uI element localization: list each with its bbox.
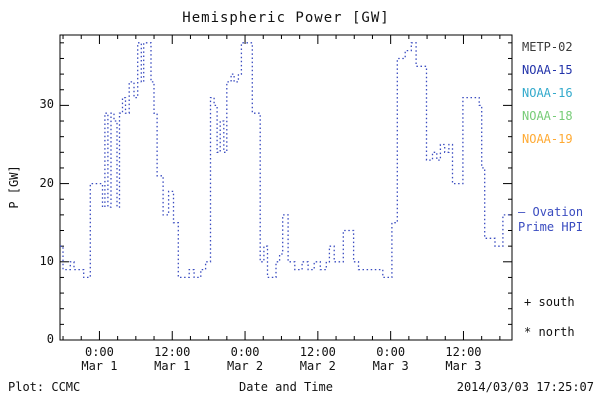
x-tick-label: 12:00 Mar 1	[144, 345, 200, 373]
x-tick-date: Mar 3	[445, 359, 482, 373]
hemisphere-markers: + south * north	[524, 295, 575, 355]
x-tick-time: 0:00	[230, 345, 260, 359]
x-tick-time: 0:00	[376, 345, 406, 359]
x-tick-label: 0:00 Mar 1	[71, 345, 127, 373]
plot-frame	[59, 34, 513, 341]
legend-item-metp-02: METP-02	[522, 40, 573, 54]
plot-credit: Plot: CCMC	[8, 380, 81, 394]
x-tick-date: Mar 3	[372, 359, 409, 373]
south-marker-label: south	[538, 295, 575, 309]
north-marker-row: * north	[524, 325, 575, 339]
ovation-label-line2: Prime HPI	[518, 220, 584, 234]
line-sample-dash: —	[518, 205, 526, 219]
x-tick-date: Mar 2	[226, 359, 264, 373]
x-tick-label: 12:00 Mar 2	[290, 345, 346, 373]
plot-timestamp: 2014/03/03 17:25:07	[456, 380, 594, 394]
ovation-prime-label: — Ovation Prime HPI	[518, 205, 583, 235]
legend-item-noaa-15: NOAA-15	[522, 63, 573, 77]
x-axis-label: Date and Time	[239, 380, 333, 394]
south-marker-glyph: +	[524, 295, 532, 309]
y-tick-label: 30	[39, 97, 54, 112]
satellite-legend: METP-02 NOAA-15 NOAA-16 NOAA-18 NOAA-19	[522, 40, 573, 155]
legend-item-noaa-19: NOAA-19	[522, 132, 573, 146]
x-tick-date: Mar 1	[81, 359, 118, 373]
x-tick-time: 12:00	[299, 345, 336, 359]
legend-item-noaa-16: NOAA-16	[522, 86, 573, 100]
x-tick-time: 12:00	[154, 345, 191, 359]
ovation-label-line1: Ovation	[532, 205, 584, 219]
x-tick-label: 12:00 Mar 3	[435, 345, 491, 373]
x-tick-time: 0:00	[84, 345, 114, 359]
south-marker-row: + south	[524, 295, 575, 309]
x-tick-label: 0:00 Mar 2	[217, 345, 273, 373]
x-tick-date: Mar 2	[299, 359, 336, 373]
axis-ticks	[60, 35, 512, 341]
x-tick-date: Mar 1	[154, 359, 191, 373]
y-tick-label: 0	[46, 332, 54, 346]
north-marker-label: north	[538, 325, 575, 339]
x-tick-time: 12:00	[445, 345, 482, 359]
legend-item-noaa-18: NOAA-18	[522, 109, 573, 123]
north-marker-glyph: *	[524, 325, 532, 339]
hpi-data-line	[60, 42, 512, 279]
x-tick-label: 0:00 Mar 3	[363, 345, 419, 373]
chart-title: Hemispheric Power [GW]	[182, 10, 390, 26]
y-tick-label: 10	[39, 253, 54, 268]
y-tick-label: 20	[39, 175, 54, 190]
